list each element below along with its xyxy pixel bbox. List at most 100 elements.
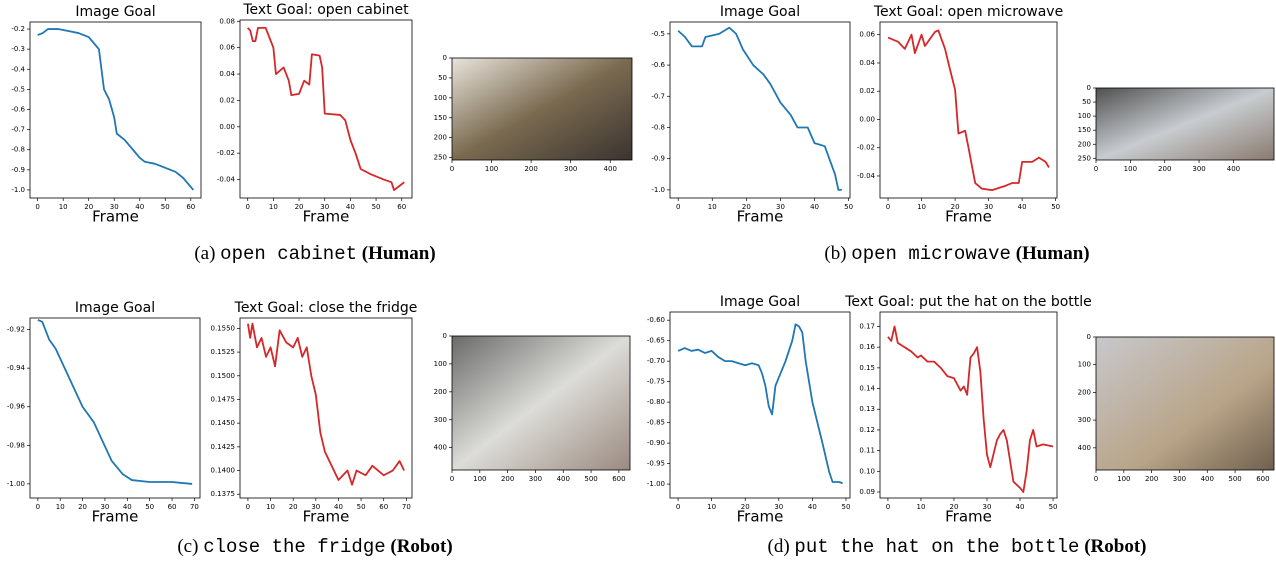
y-tick-label: -0.65 xyxy=(647,337,665,345)
caption-label: (d) xyxy=(767,536,790,557)
x-tick-label: 20 xyxy=(950,503,959,511)
y-tick-label: 0.13 xyxy=(859,405,875,413)
caption-agent: (Robot) xyxy=(1084,536,1147,557)
y-tick-label: 0 xyxy=(1087,333,1091,341)
y-tick-label: 0.09 xyxy=(859,488,875,496)
caption-agent: (Robot) xyxy=(390,536,453,557)
x-tick-label: 20 xyxy=(295,203,304,211)
x-tick-label: 30 xyxy=(320,203,329,211)
chart-title: Image Goal xyxy=(720,4,800,20)
chart-title: Image Goal xyxy=(75,4,155,20)
axes-frame xyxy=(1095,336,1275,471)
x-axis-label: Frame xyxy=(92,508,139,526)
y-tick-label: -1.0 xyxy=(11,186,25,194)
axes-frame xyxy=(451,335,631,471)
data-line xyxy=(887,325,1054,493)
photo xyxy=(1096,337,1274,470)
y-tick-label: -0.5 xyxy=(651,30,665,38)
y-tick-label: -0.04 xyxy=(857,172,876,180)
y-tick-label: -0.85 xyxy=(647,419,665,427)
x-tick-label: 50 xyxy=(1051,203,1060,211)
x-tick-label: 100 xyxy=(1124,165,1137,173)
x-tick-label: 0 xyxy=(35,203,39,211)
x-tick-label: 60 xyxy=(186,203,195,211)
data-line xyxy=(37,28,195,191)
x-tick-label: 20 xyxy=(951,203,960,211)
chart-title: Text Goal: put the hat on the bottle xyxy=(844,294,1092,310)
y-tick-label: -0.8 xyxy=(651,123,665,131)
axes-frame xyxy=(669,21,851,199)
y-tick-label: 400 xyxy=(434,444,447,452)
x-tick-label: 50 xyxy=(844,203,853,211)
chart-title: Text Goal: open microwave xyxy=(873,4,1063,20)
x-tick-label: 30 xyxy=(774,503,783,511)
x-tick-label: 600 xyxy=(612,475,625,483)
x-tick-label: 0 xyxy=(676,203,680,211)
y-tick-label: -0.7 xyxy=(11,126,25,134)
y-tick-label: -0.02 xyxy=(217,149,235,157)
x-tick-label: 20 xyxy=(78,503,87,511)
y-tick-label: 0.1525 xyxy=(211,348,236,356)
data-line xyxy=(677,323,843,485)
caption-label: (c) xyxy=(177,536,199,557)
x-axis-label: Frame xyxy=(737,208,784,226)
x-tick-label: 0 xyxy=(246,503,250,511)
y-tick-label: 0.02 xyxy=(219,96,235,104)
y-tick-label: 0 xyxy=(443,54,447,62)
chart-title: Image Goal xyxy=(75,300,155,316)
x-tick-label: 500 xyxy=(584,475,597,483)
x-tick-label: 40 xyxy=(1016,503,1025,511)
caption: (a) open cabinet (Human) xyxy=(194,243,435,265)
x-axis-label: Frame xyxy=(737,508,784,526)
y-tick-label: 0.04 xyxy=(219,70,235,78)
x-tick-label: 10 xyxy=(708,203,717,211)
x-tick-label: 10 xyxy=(59,203,68,211)
x-axis-label: Frame xyxy=(945,508,992,526)
x-tick-label: 200 xyxy=(524,165,537,173)
x-tick-label: 40 xyxy=(123,503,132,511)
y-tick-label: -0.75 xyxy=(647,378,665,386)
x-tick-label: 500 xyxy=(1228,475,1241,483)
x-tick-label: 50 xyxy=(1049,503,1058,511)
x-tick-label: 0 xyxy=(1094,165,1098,173)
y-tick-label: 0.17 xyxy=(859,322,875,330)
y-tick-label: -0.3 xyxy=(11,45,25,53)
y-tick-label: 0 xyxy=(443,332,447,340)
axes-frame xyxy=(669,311,851,499)
x-tick-label: 0 xyxy=(886,503,890,511)
caption-task: put the hat on the bottle xyxy=(794,536,1080,558)
x-tick-label: 0 xyxy=(450,475,454,483)
y-tick-label: 0.16 xyxy=(859,343,875,351)
x-tick-label: 70 xyxy=(402,503,411,511)
x-tick-label: 0 xyxy=(36,503,40,511)
chart-title: Text Goal: open cabinet xyxy=(242,2,409,18)
x-tick-label: 50 xyxy=(372,203,381,211)
y-tick-label: 50 xyxy=(1082,98,1091,106)
y-tick-label: 0.06 xyxy=(219,44,235,52)
x-tick-label: 400 xyxy=(557,475,570,483)
x-tick-label: 0 xyxy=(886,203,890,211)
axes-frame xyxy=(29,21,202,199)
x-axis-label: Frame xyxy=(945,208,992,226)
y-tick-label: -0.95 xyxy=(647,460,665,468)
caption: (b) open microwave (Human) xyxy=(824,243,1089,265)
axes-frame xyxy=(879,311,1058,499)
caption-agent: (Human) xyxy=(1015,243,1090,264)
y-tick-label: 200 xyxy=(434,388,447,396)
y-tick-label: 0.1550 xyxy=(211,324,236,332)
y-tick-label: -0.98 xyxy=(7,441,25,449)
x-tick-label: 60 xyxy=(168,503,177,511)
caption-label: (a) xyxy=(194,243,216,264)
x-tick-label: 30 xyxy=(984,203,993,211)
y-tick-label: -0.94 xyxy=(7,364,26,372)
y-tick-label: -0.6 xyxy=(651,61,665,69)
x-tick-label: 300 xyxy=(529,475,542,483)
chart-title: Image Goal xyxy=(720,294,800,310)
y-tick-label: 200 xyxy=(1078,140,1091,148)
y-tick-label: -0.02 xyxy=(857,144,875,152)
x-tick-label: 10 xyxy=(269,203,278,211)
y-tick-label: 300 xyxy=(434,416,447,424)
x-tick-label: 0 xyxy=(245,203,249,211)
y-tick-label: -0.90 xyxy=(647,439,665,447)
